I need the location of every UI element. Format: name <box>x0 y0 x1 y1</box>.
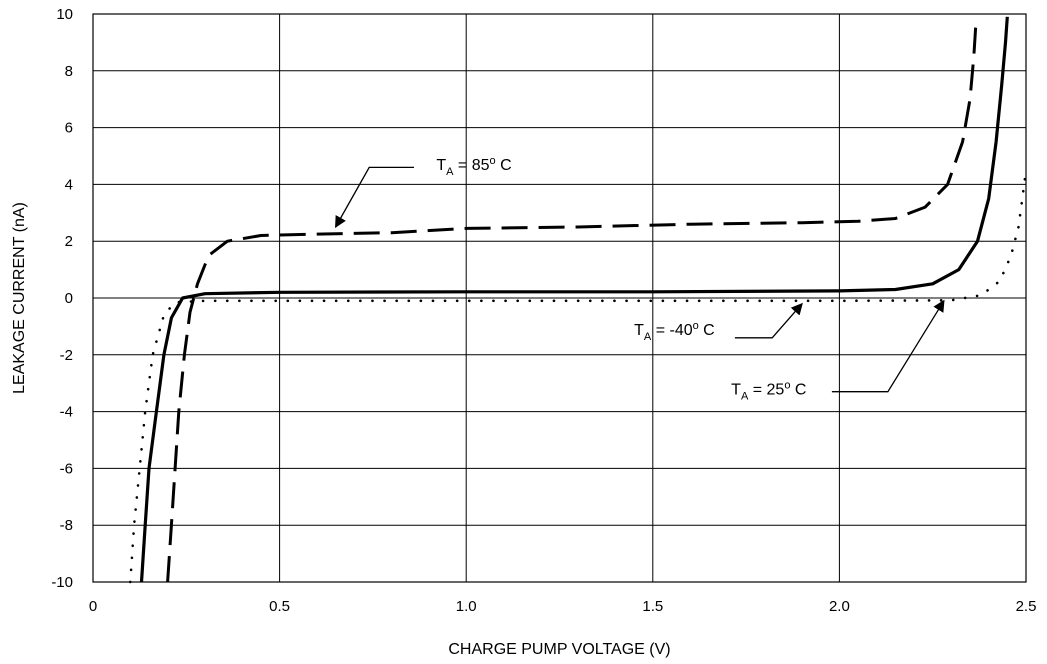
y-tick-label: 6 <box>65 120 73 137</box>
x-tick-label: 1.5 <box>642 598 663 615</box>
x-axis-label: CHARGE PUMP VOLTAGE (V) <box>448 641 670 658</box>
x-tick-label: 1.0 <box>456 598 477 615</box>
annotation-arrow-tm40 <box>734 302 803 339</box>
y-tick-label: -8 <box>60 517 73 534</box>
y-tick-label: -10 <box>51 574 73 591</box>
grid <box>92 13 1027 583</box>
y-tick-label: -6 <box>60 460 73 477</box>
y-tick-label: -2 <box>60 347 73 364</box>
annotation-label-tm40: TA = -40o C <box>634 320 715 343</box>
annotation-arrow-t25 <box>831 299 945 393</box>
series-line-tm40 <box>129 168 1028 584</box>
x-tick-label: 2.0 <box>829 598 850 615</box>
plot-frame <box>92 13 1027 583</box>
x-tick-label: 2.5 <box>1016 598 1037 615</box>
annotation-label-t25: TA = 25o C <box>731 380 806 403</box>
y-tick-label: 2 <box>65 233 73 250</box>
y-tick-label: 8 <box>65 63 73 80</box>
annotation-label-t85: TA = 85o C <box>436 155 511 178</box>
annotations: TA = 85o C TA = -40o C TA = 25o C <box>335 155 945 403</box>
y-tick-label: 10 <box>56 6 73 23</box>
x-tick-label: 0 <box>89 598 97 615</box>
y-axis-label: LEAKAGE CURRENT (nA) <box>11 202 28 394</box>
series-group <box>129 16 1028 584</box>
y-tick-label: 4 <box>65 176 73 193</box>
series-line-t25 <box>139 16 1009 583</box>
x-tick-label: 0.5 <box>269 598 290 615</box>
y-tick-label: 0 <box>65 290 73 307</box>
tick-labels: 0 0.5 1.0 1.5 2.0 2.5 -10 -8 -6 -4 -2 0 2 4 6 8 10 <box>51 6 1036 615</box>
y-tick-label: -4 <box>60 404 73 421</box>
annotation-arrow-t85 <box>335 166 414 229</box>
series-line-t85 <box>166 16 979 583</box>
